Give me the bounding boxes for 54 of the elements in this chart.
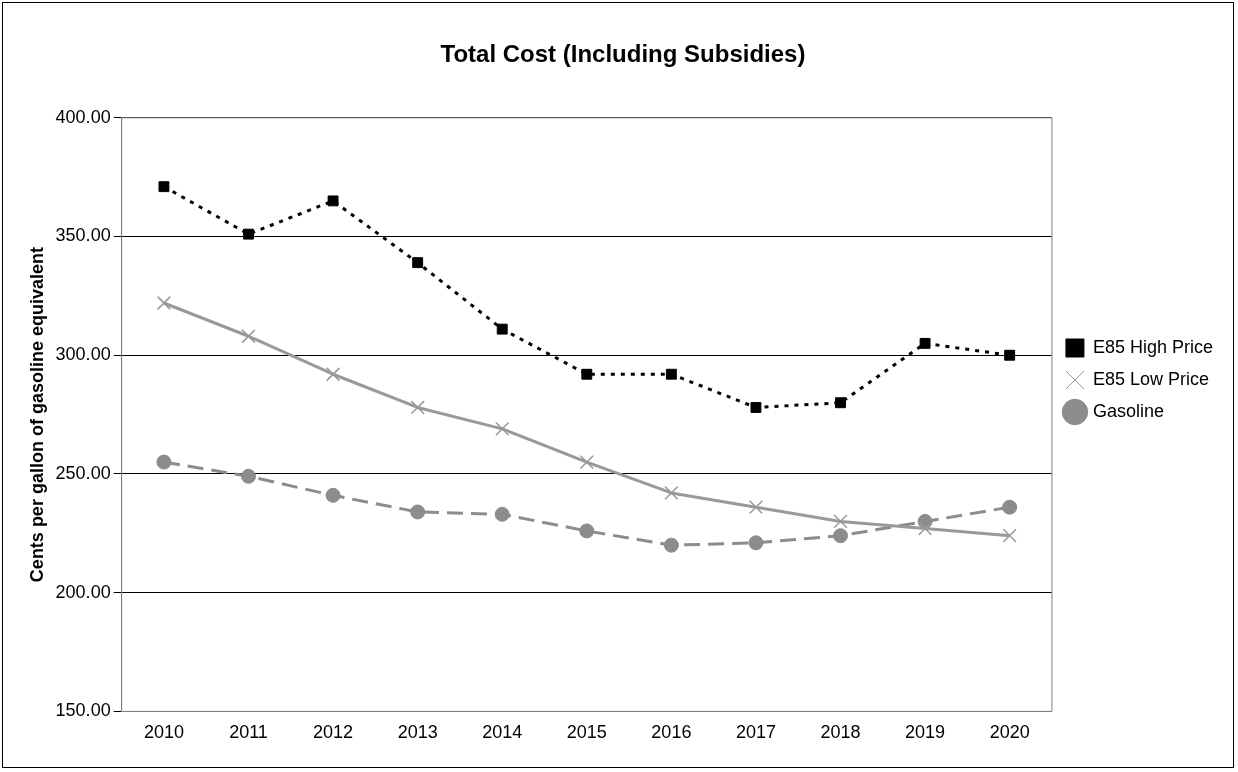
point — [410, 504, 426, 520]
y-axis-title: Cents per gallon of gasoline equivalent — [26, 247, 47, 583]
x-tick-label: 2016 — [651, 722, 692, 743]
point — [835, 397, 846, 409]
x-tick-label: 2012 — [313, 722, 354, 743]
point — [748, 535, 764, 551]
point — [241, 329, 256, 344]
point — [410, 400, 425, 415]
point — [495, 421, 510, 436]
point — [663, 537, 679, 553]
y-tick-label: 250.00 — [55, 462, 111, 483]
point — [665, 368, 677, 380]
legend-label: E85 High Price — [1092, 336, 1213, 357]
point — [917, 521, 933, 536]
point — [748, 500, 764, 515]
point — [156, 454, 172, 470]
point — [750, 402, 762, 413]
point — [496, 323, 508, 335]
x-tick-label: 2017 — [735, 722, 776, 743]
x-tick-label: 2015 — [566, 722, 607, 743]
y-tick-label: 200.00 — [55, 581, 111, 602]
x-tick-label: 2014 — [482, 722, 523, 743]
legend-label: E85 Low Price — [1092, 368, 1209, 389]
point — [664, 485, 679, 501]
point — [412, 257, 424, 269]
x-tick-label: 2013 — [397, 722, 438, 743]
point — [158, 181, 170, 193]
y-tick-label: 400.00 — [55, 106, 111, 127]
point — [325, 487, 341, 503]
x-tick-label: 2018 — [820, 722, 861, 743]
x-tick-label: 2010 — [143, 722, 184, 743]
legend-label: Gasoline — [1092, 400, 1164, 421]
point — [327, 195, 339, 207]
point — [243, 228, 254, 240]
point — [833, 514, 848, 529]
chart-title: Total Cost (Including Subsidies) — [440, 40, 806, 68]
point — [919, 337, 931, 349]
point — [241, 468, 257, 484]
point — [325, 367, 341, 382]
point — [1004, 349, 1016, 361]
point — [494, 506, 510, 522]
y-tick-label: 350.00 — [55, 225, 111, 246]
x-tick-label: 2019 — [905, 722, 946, 743]
point — [1002, 528, 1017, 543]
point — [579, 454, 594, 470]
x-tick-label: 2011 — [229, 722, 268, 743]
point — [581, 368, 593, 380]
point — [1002, 499, 1018, 515]
x-tick-label: 2020 — [989, 722, 1030, 743]
point — [156, 295, 172, 311]
y-tick-label: 300.00 — [55, 344, 111, 365]
point — [579, 523, 595, 539]
point — [833, 528, 849, 544]
y-tick-label: 150.00 — [55, 700, 111, 721]
